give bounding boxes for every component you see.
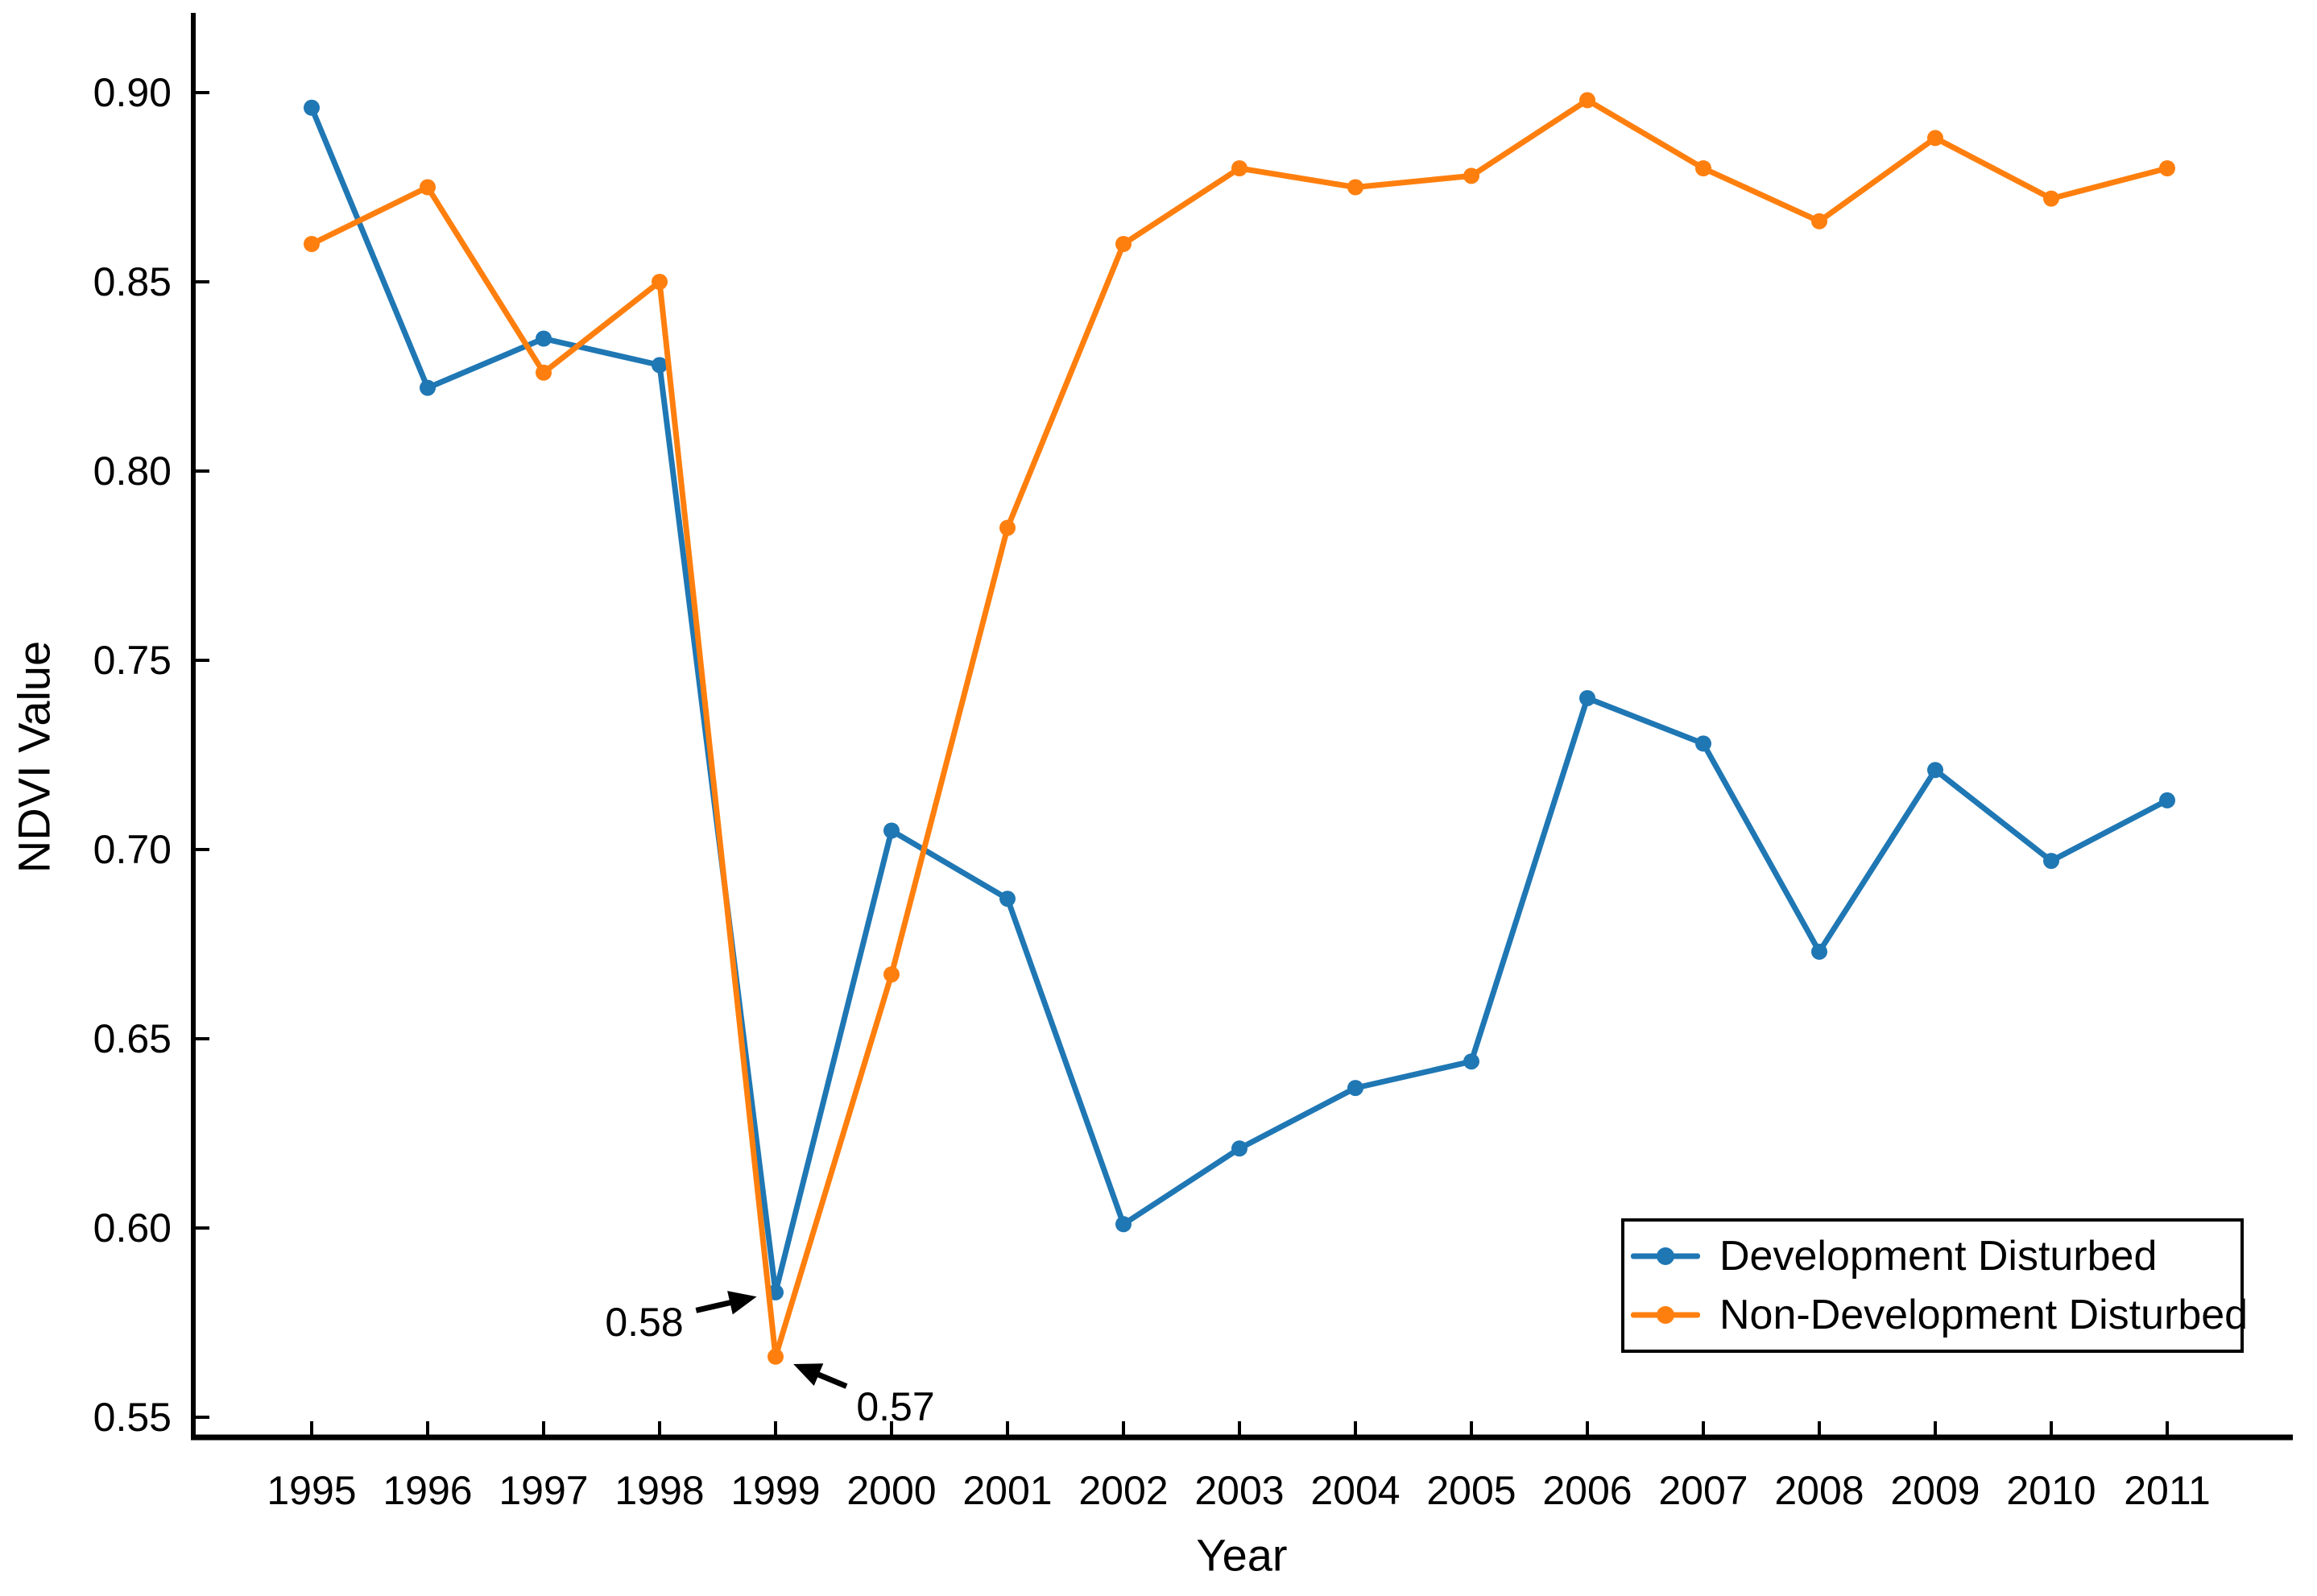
annotation-min-non-development: 0.57 — [856, 1384, 935, 1429]
x-axis-title: Year — [1196, 1529, 1288, 1581]
y-tick-label: 0.60 — [93, 1205, 172, 1251]
data-point-development-disturbed — [2159, 792, 2175, 808]
legend-marker-development — [1657, 1247, 1674, 1265]
data-point-non-development-disturbed — [1463, 167, 1479, 184]
data-point-non-development-disturbed — [1231, 160, 1247, 176]
x-tick-label: 1997 — [499, 1468, 588, 1513]
annotation-arrowhead — [727, 1291, 757, 1315]
data-point-development-disturbed — [420, 379, 436, 396]
data-point-development-disturbed — [1347, 1080, 1363, 1097]
x-tick-label: 2005 — [1426, 1468, 1516, 1513]
data-point-non-development-disturbed — [768, 1348, 784, 1365]
data-point-development-disturbed — [1579, 690, 1595, 706]
data-point-development-disturbed — [1811, 943, 1827, 960]
x-tick-label: 2009 — [1890, 1468, 1980, 1513]
data-point-development-disturbed — [1231, 1140, 1247, 1157]
y-tick-label: 0.80 — [93, 449, 172, 494]
y-tick-label: 0.85 — [93, 259, 172, 304]
data-point-development-disturbed — [1695, 735, 1711, 752]
x-tick-label: 2008 — [1774, 1468, 1864, 1513]
x-tick-label: 1999 — [730, 1468, 820, 1513]
legend-label-development: Development Disturbed — [1719, 1233, 2158, 1280]
y-tick-label: 0.55 — [93, 1395, 172, 1440]
legend-label-non-development: Non-Development Disturbed — [1719, 1292, 2249, 1338]
x-tick-label: 2010 — [2006, 1468, 2096, 1513]
x-tick-label: 2004 — [1310, 1468, 1400, 1513]
x-tick-label: 2002 — [1078, 1468, 1168, 1513]
y-tick-label: 0.90 — [93, 70, 172, 115]
data-point-non-development-disturbed — [1115, 236, 1132, 252]
x-tick-label: 2006 — [1542, 1468, 1632, 1513]
data-point-development-disturbed — [304, 99, 320, 116]
x-tick-label: 1996 — [383, 1468, 472, 1513]
data-point-development-disturbed — [1115, 1216, 1132, 1233]
x-tick-label: 2001 — [962, 1468, 1052, 1513]
data-point-development-disturbed — [536, 330, 552, 347]
data-point-non-development-disturbed — [2043, 190, 2059, 207]
data-point-non-development-disturbed — [999, 519, 1016, 536]
data-point-development-disturbed — [1927, 762, 1943, 779]
data-point-non-development-disturbed — [1347, 179, 1363, 196]
data-point-development-disturbed — [883, 822, 900, 839]
x-tick-label: 1995 — [267, 1468, 356, 1513]
legend: Development Disturbed Non-Development Di… — [1621, 1218, 2248, 1353]
legend-sample-non-development — [1631, 1294, 1700, 1336]
data-point-non-development-disturbed — [883, 966, 900, 983]
data-point-non-development-disturbed — [652, 274, 668, 290]
data-point-non-development-disturbed — [1695, 160, 1711, 176]
data-point-development-disturbed — [999, 891, 1016, 908]
x-tick-label: 2007 — [1658, 1468, 1748, 1513]
legend-marker-non-development — [1657, 1306, 1674, 1324]
data-point-development-disturbed — [652, 357, 668, 374]
y-tick-label: 0.70 — [93, 827, 172, 872]
data-point-development-disturbed — [1463, 1053, 1479, 1070]
y-tick-label: 0.75 — [93, 638, 172, 683]
x-tick-label: 2011 — [2124, 1468, 2211, 1513]
data-point-non-development-disturbed — [1927, 130, 1943, 147]
x-tick-label: 1998 — [614, 1468, 704, 1513]
legend-sample-development — [1631, 1235, 1700, 1277]
annotation-arrow-line — [695, 1299, 734, 1313]
legend-item-non-development-disturbed: Non-Development Disturbed — [1624, 1291, 2248, 1339]
data-point-non-development-disturbed — [2159, 160, 2175, 176]
data-point-non-development-disturbed — [1579, 92, 1595, 109]
annotation-arrow-line — [814, 1371, 848, 1389]
data-point-non-development-disturbed — [536, 364, 552, 381]
data-point-development-disturbed — [2043, 853, 2059, 870]
data-point-non-development-disturbed — [420, 179, 436, 196]
annotation-min-development: 0.58 — [605, 1300, 684, 1345]
y-axis-title: NDVI Value — [8, 640, 60, 874]
annotation-arrowhead — [793, 1363, 824, 1386]
y-tick-label: 0.65 — [93, 1016, 172, 1061]
series-line-non-development-disturbed — [308, 97, 2170, 1360]
series-line-development-disturbed — [308, 105, 2170, 1296]
x-tick-label: 2003 — [1194, 1468, 1284, 1513]
legend-item-development-disturbed: Development Disturbed — [1624, 1232, 2240, 1280]
data-point-non-development-disturbed — [304, 236, 320, 252]
x-tick-label: 2000 — [846, 1468, 936, 1513]
data-point-non-development-disturbed — [1811, 213, 1827, 229]
